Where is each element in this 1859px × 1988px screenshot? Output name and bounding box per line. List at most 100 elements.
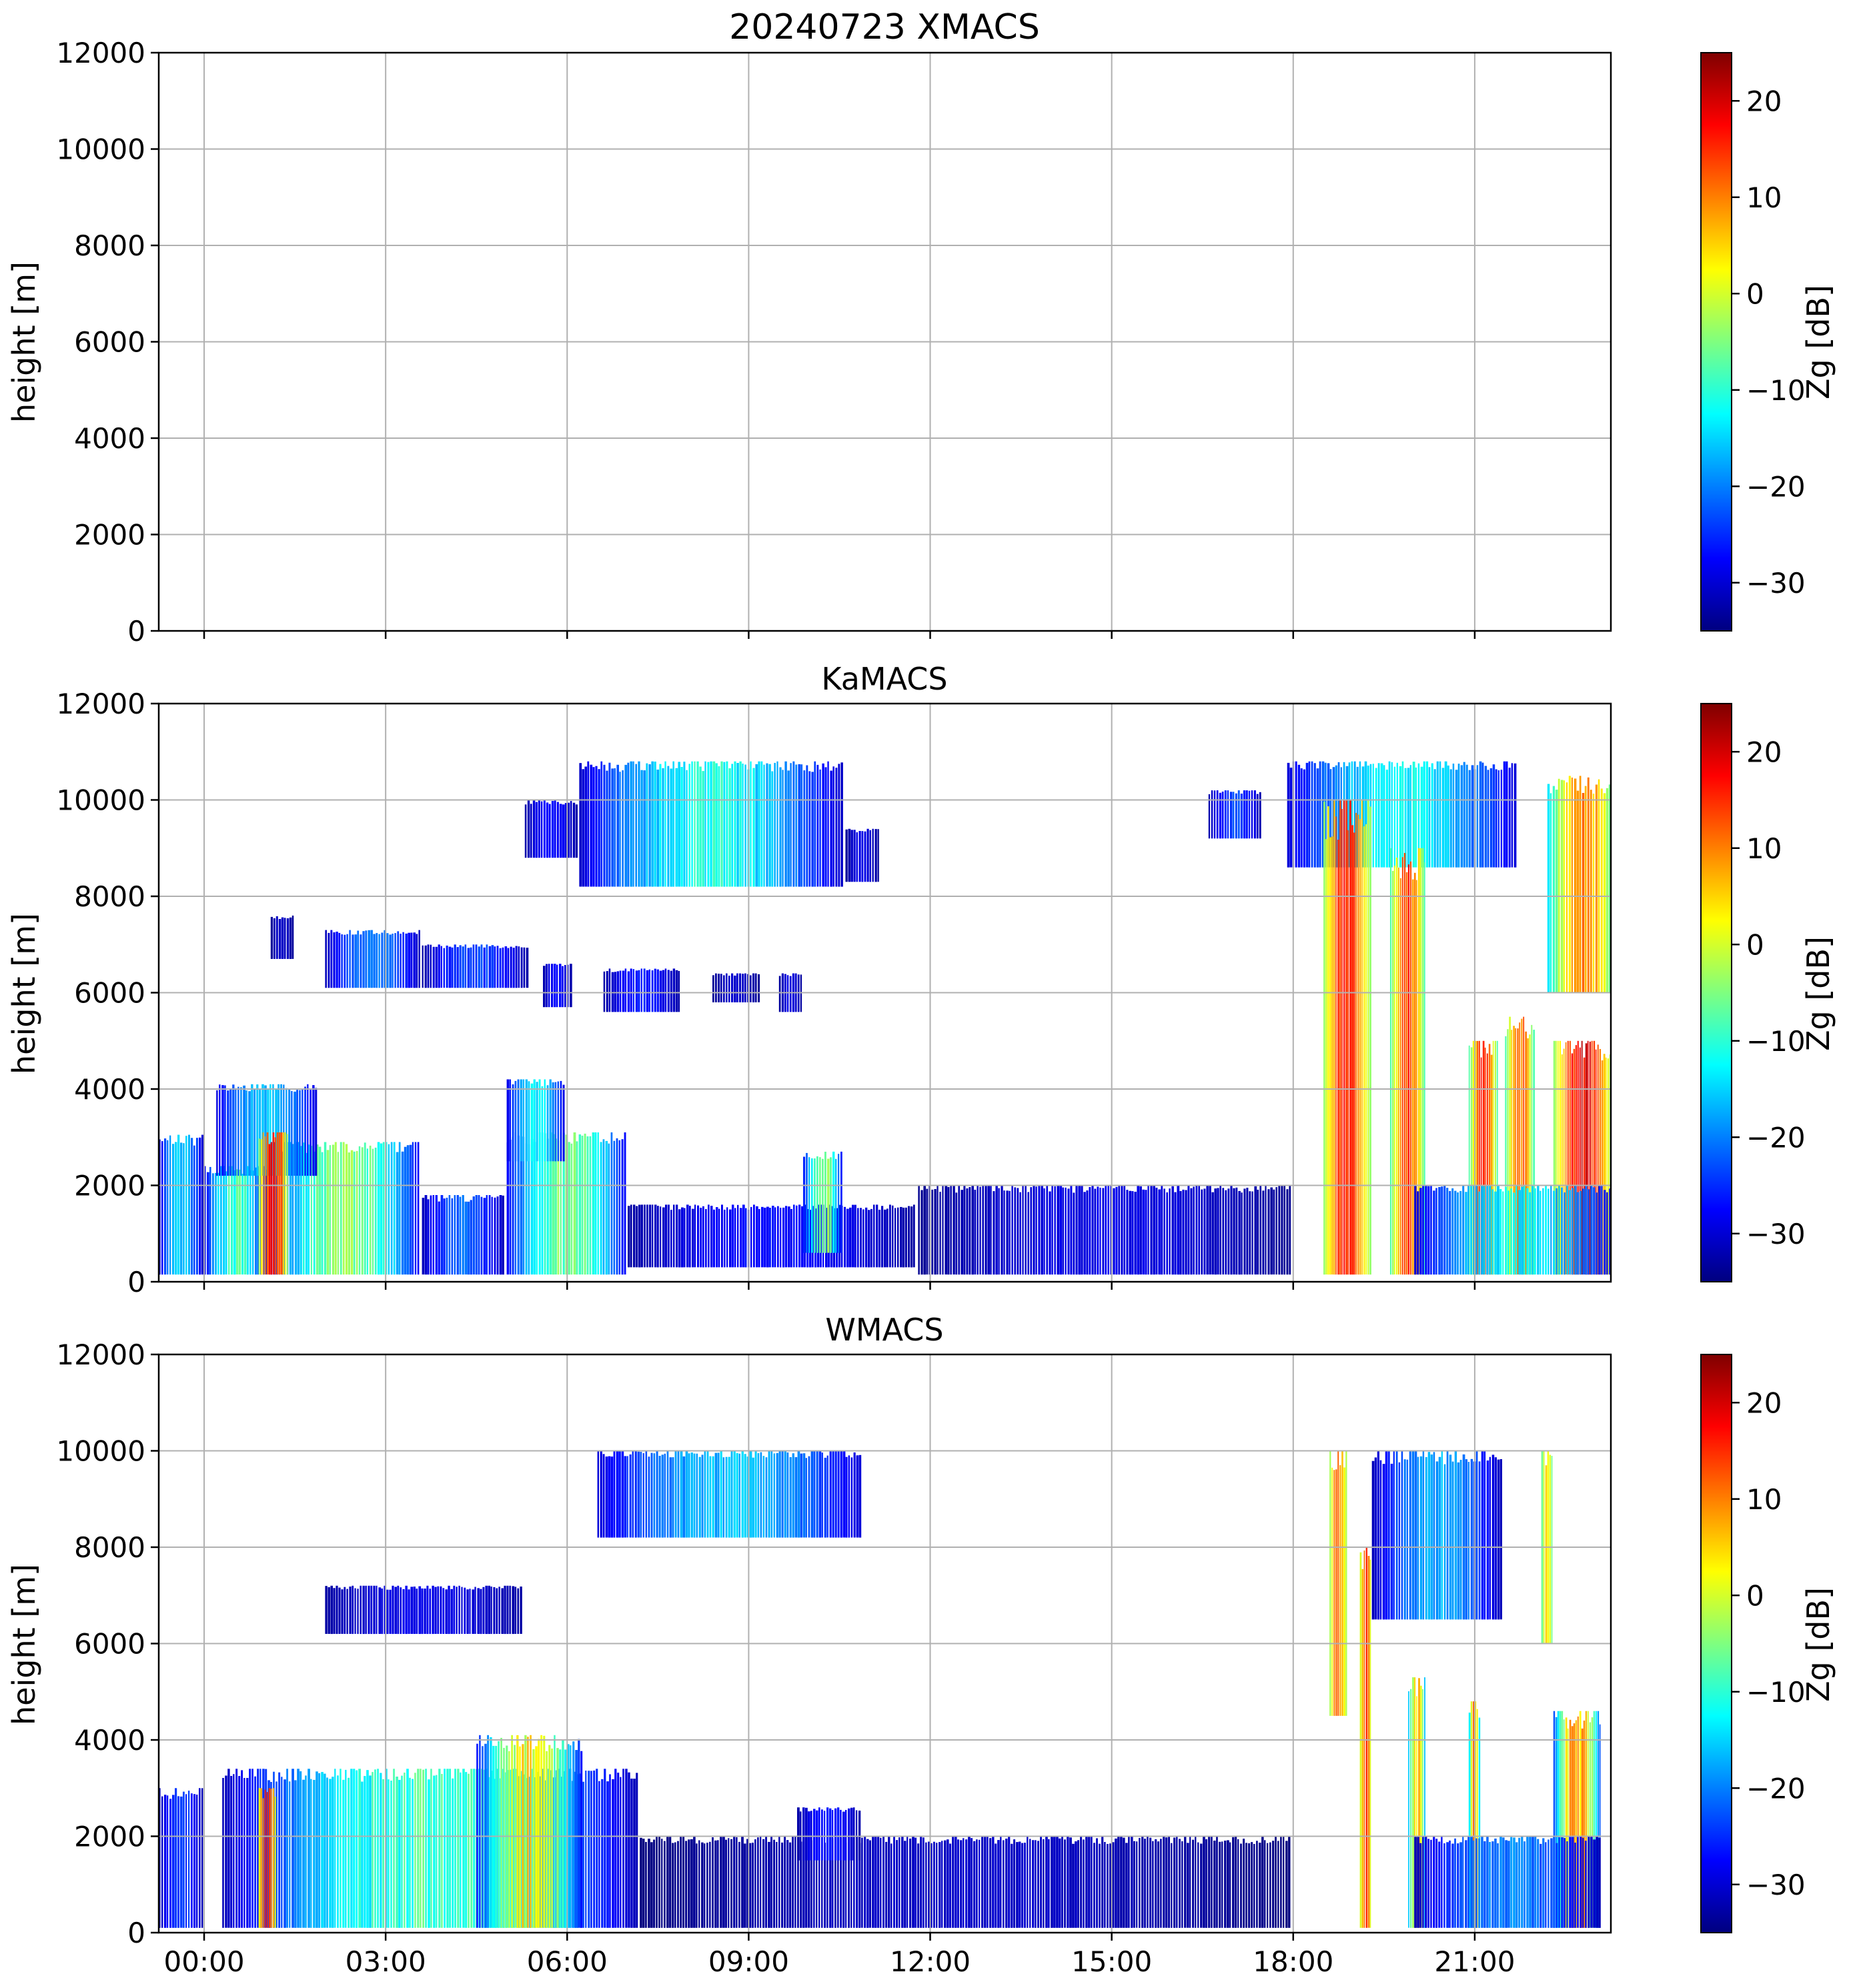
- echo-streak: [1518, 1837, 1521, 1928]
- x-tick-label: 06:00: [527, 1945, 608, 1978]
- echo-streak: [760, 761, 763, 887]
- echo-streak: [288, 1089, 291, 1176]
- echo-streak: [829, 1450, 832, 1538]
- echo-streak: [1171, 1843, 1173, 1928]
- echo-streak: [864, 831, 866, 882]
- colorbar-tick-label: −20: [1746, 470, 1806, 503]
- echo-streak: [1487, 770, 1489, 868]
- echo-streak: [651, 761, 654, 887]
- echo-streak: [236, 1169, 239, 1275]
- echo-streak: [1343, 800, 1345, 1275]
- echo-streak: [1588, 1189, 1590, 1275]
- echo-feature-layer: [603, 968, 680, 1012]
- echo-streak: [452, 1778, 454, 1928]
- echo-streak: [1195, 1185, 1198, 1275]
- echo-streak: [1457, 1192, 1459, 1275]
- echo-streak: [941, 1841, 943, 1928]
- echo-streak: [1417, 848, 1420, 1275]
- echo-streak: [1580, 1190, 1582, 1275]
- echo-streak: [215, 1172, 217, 1275]
- echo-streak: [1275, 1836, 1277, 1928]
- echo-streak: [1480, 1057, 1482, 1275]
- echo-streak: [1365, 1547, 1367, 1928]
- echo-streak: [382, 1142, 385, 1275]
- echo-streak: [713, 1209, 715, 1268]
- echo-streak: [726, 761, 728, 887]
- echo-streak: [1425, 1836, 1427, 1928]
- echo-streak: [432, 946, 435, 988]
- echo-streak: [675, 970, 678, 1012]
- echo-streak: [1422, 1185, 1424, 1275]
- echo-streak: [869, 830, 871, 882]
- echo-streak: [240, 1087, 242, 1176]
- echo-streak: [1248, 790, 1251, 839]
- colorbar-gradient: [1700, 703, 1732, 1282]
- echo-streak: [270, 1789, 272, 1928]
- echo-streak: [390, 1781, 392, 1928]
- echo-streak: [1515, 1185, 1517, 1275]
- echo-streak: [1133, 1841, 1135, 1928]
- echo-streak: [757, 1453, 760, 1538]
- echo-streak: [1174, 1192, 1177, 1275]
- echo-streak: [1399, 878, 1401, 1275]
- echo-streak: [508, 1751, 510, 1928]
- echo-streak: [786, 975, 789, 1012]
- echo-streak: [1121, 1185, 1123, 1275]
- echo-streak: [1013, 1839, 1016, 1928]
- echo-streak: [1495, 769, 1497, 868]
- echo-streak: [1213, 1841, 1216, 1928]
- echo-streak: [813, 1451, 816, 1538]
- echo-streak: [674, 1842, 676, 1928]
- echo-streak: [333, 1588, 336, 1634]
- echo-streak: [291, 1144, 294, 1275]
- echo-streak: [1476, 1709, 1478, 1928]
- echo-streak: [1259, 1185, 1262, 1275]
- echo-streak: [265, 1769, 267, 1928]
- echo-streak: [905, 1207, 907, 1268]
- echo-streak: [183, 1143, 185, 1275]
- echo-streak: [1425, 761, 1429, 868]
- echo-streak: [376, 1585, 378, 1635]
- echo-streak: [886, 1208, 888, 1268]
- echo-streak: [1557, 1711, 1560, 1928]
- echo-streak: [858, 1811, 861, 1861]
- echo-streak: [369, 1775, 372, 1928]
- echo-streak: [440, 1586, 442, 1634]
- echo-streak: [1533, 1030, 1535, 1275]
- echo-streak: [636, 1206, 638, 1268]
- echo-streak: [1465, 1840, 1467, 1928]
- echo-streak: [712, 975, 714, 1002]
- echo-streak: [1575, 1720, 1578, 1928]
- echo-streak: [293, 1091, 296, 1176]
- colorbar-tick-label: −20: [1746, 1121, 1806, 1154]
- echo-streak: [997, 1840, 1000, 1928]
- echo-streak: [1065, 1187, 1067, 1275]
- echo-streak: [1319, 761, 1321, 868]
- echo-streak: [1491, 1841, 1494, 1928]
- echo-streak: [247, 1166, 249, 1275]
- echo-streak: [1415, 767, 1417, 868]
- echo-streak: [661, 1454, 664, 1538]
- echo-streak: [1555, 790, 1558, 993]
- echo-streak: [427, 1199, 430, 1275]
- echo-streak: [736, 763, 739, 887]
- echo-streak: [648, 764, 651, 887]
- echo-streak: [1481, 1450, 1484, 1620]
- echo-streak: [398, 1142, 401, 1275]
- echo-streak: [264, 1085, 267, 1176]
- echo-streak: [864, 1836, 866, 1928]
- echo-streak: [483, 1198, 486, 1275]
- echo-streak: [638, 970, 640, 1012]
- echo-streak: [824, 1843, 826, 1928]
- echo-streak: [1486, 1836, 1489, 1928]
- echo-streak: [1510, 1188, 1512, 1275]
- echo-streak: [816, 1843, 818, 1928]
- echo-streak: [1245, 1843, 1247, 1928]
- echo-streak: [808, 1157, 810, 1253]
- echo-streak: [1438, 1187, 1441, 1275]
- echo-streak: [1107, 1185, 1109, 1275]
- echo-streak: [183, 1791, 185, 1928]
- echo-streak: [294, 1142, 297, 1275]
- echo-streak: [1163, 1188, 1165, 1275]
- echo-streak: [1435, 1461, 1439, 1620]
